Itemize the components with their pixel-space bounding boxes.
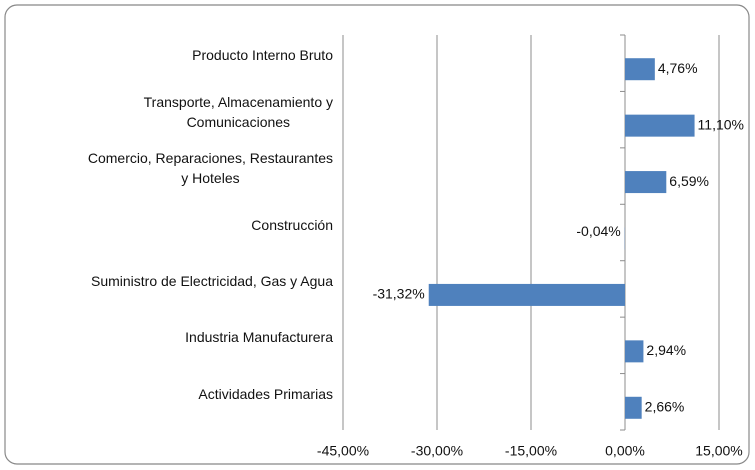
- category-label: Suministro de Electricidad, Gas y Agua: [90, 272, 333, 289]
- x-tick-label: -30,00%: [411, 443, 463, 459]
- x-tick-label: 0,00%: [605, 443, 645, 459]
- category-label: Comercio, Reparaciones, Restaurantes y H…: [87, 150, 333, 187]
- value-label: 2,94%: [646, 342, 686, 358]
- bar: [428, 283, 625, 306]
- category-label: Transporte, Almacenamiento y Comunicacio…: [143, 93, 333, 130]
- bar: [625, 58, 655, 81]
- value-label: 2,66%: [645, 398, 685, 414]
- bar: [625, 114, 695, 137]
- value-label: 6,59%: [669, 173, 709, 189]
- x-tick-label: 15,00%: [695, 443, 742, 459]
- bar: [625, 396, 642, 419]
- category-label: Actividades Primarias: [198, 385, 333, 402]
- category-label: Industria Manufacturera: [185, 329, 333, 346]
- value-label: -0,04%: [576, 223, 620, 239]
- bar: [625, 171, 667, 194]
- value-label: 4,76%: [658, 60, 698, 76]
- chart-border: [4, 4, 750, 465]
- category-label: Construcción: [251, 216, 333, 233]
- category-label: Producto Interno Bruto: [192, 47, 333, 64]
- value-label: -31,32%: [373, 286, 425, 302]
- x-tick-label: -45,00%: [317, 443, 369, 459]
- bar: [625, 340, 644, 363]
- value-label: 11,10%: [698, 116, 744, 132]
- x-tick-label: -15,00%: [505, 443, 557, 459]
